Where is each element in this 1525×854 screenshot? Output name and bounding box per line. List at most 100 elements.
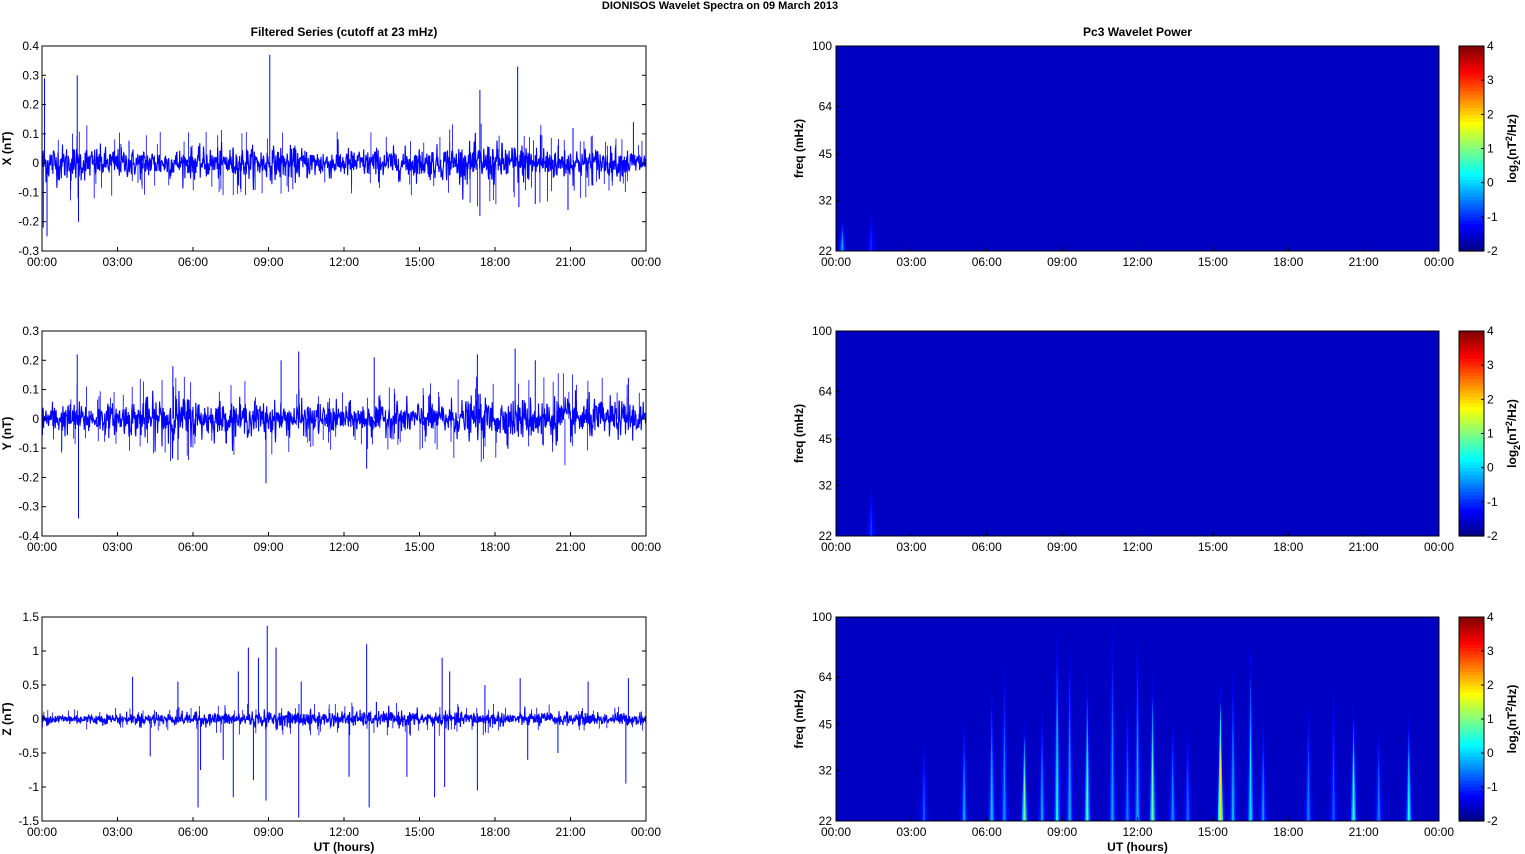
power-burst bbox=[1377, 759, 1380, 821]
timeseries-panel-2: -0.4 -0.3 -0.2 -0.1 0 0.1 0.2 0.3 00:00 03:00 06:0… bbox=[0, 324, 661, 554]
colorbar-tick-label: 2 bbox=[1487, 678, 1494, 692]
y-tick-label: 0.2 bbox=[22, 98, 39, 112]
colorbar-segment bbox=[1459, 186, 1484, 191]
power-burst bbox=[1111, 694, 1114, 821]
colorbar-segment bbox=[1459, 529, 1484, 534]
x-tick-label: 21:00 bbox=[555, 825, 585, 839]
y-tick-label: 45 bbox=[819, 432, 833, 446]
colorbar-tick-label: 1 bbox=[1487, 712, 1494, 726]
power-burst bbox=[1231, 721, 1235, 821]
power-burst bbox=[1219, 727, 1222, 821]
colorbar-tick-label: 3 bbox=[1487, 73, 1494, 87]
colorbar-segment bbox=[1459, 688, 1484, 693]
colorbar-segment bbox=[1459, 759, 1484, 764]
colorbar-segment bbox=[1459, 354, 1484, 359]
colorbar-segment bbox=[1459, 742, 1484, 747]
colorbar-segment bbox=[1459, 121, 1484, 126]
y-tick-label: 0 bbox=[32, 412, 39, 426]
colorbar-segment bbox=[1459, 671, 1484, 676]
colorbar-label-part: (nT bbox=[1505, 141, 1519, 160]
timeseries-panel-1: -0.3 -0.2 -0.1 0 0.1 0.2 0.3 0.4 00:00 03:00 06:00… bbox=[0, 25, 661, 269]
x-tick-label: 00:00 bbox=[27, 540, 57, 554]
colorbar-segment bbox=[1459, 107, 1484, 112]
colorbar-tick-label: -1 bbox=[1487, 210, 1498, 224]
power-burst bbox=[1171, 753, 1174, 821]
colorbar-segment bbox=[1459, 450, 1484, 455]
colorbar-segment bbox=[1459, 719, 1484, 723]
colorbar-segment bbox=[1459, 746, 1484, 751]
y-tick-label: -0.3 bbox=[18, 244, 39, 258]
power-burst bbox=[990, 731, 993, 821]
colorbar-segment bbox=[1459, 623, 1484, 628]
y-tick-label: 45 bbox=[819, 718, 833, 732]
colorbar-segment bbox=[1459, 66, 1484, 71]
colorbar-segment bbox=[1459, 647, 1484, 652]
colorbar-tick-label: -2 bbox=[1487, 244, 1498, 258]
colorbar-segment bbox=[1459, 817, 1484, 822]
colorbar-segment bbox=[1459, 151, 1484, 156]
x-tick-label: 15:00 bbox=[404, 255, 434, 269]
colorbar-label-part: log bbox=[1505, 450, 1519, 468]
y-axis-label: freq (mHz) bbox=[792, 119, 806, 178]
y-tick-label: 64 bbox=[819, 670, 833, 684]
colorbar-label: log2(nT2/Hz) bbox=[1504, 114, 1522, 183]
colorbar-segment bbox=[1459, 382, 1484, 387]
colorbar-segment bbox=[1459, 395, 1484, 400]
colorbar-segment bbox=[1459, 419, 1484, 424]
y-tick-label: 0.3 bbox=[22, 68, 39, 82]
colorbar-segment bbox=[1459, 114, 1484, 119]
colorbar-segment bbox=[1459, 773, 1484, 778]
x-tick-label: 00:00 bbox=[821, 540, 851, 554]
power-burst bbox=[922, 769, 926, 821]
x-tick-label: 00:00 bbox=[821, 255, 851, 269]
colorbar-segment bbox=[1459, 158, 1484, 163]
y-tick-label: 0.1 bbox=[22, 383, 39, 397]
x-tick-label: 06:00 bbox=[972, 825, 1002, 839]
colorbar-segment bbox=[1459, 134, 1484, 139]
colorbar-segment bbox=[1459, 196, 1484, 201]
x-tick-label: 00:00 bbox=[1424, 825, 1454, 839]
colorbar-segment bbox=[1459, 402, 1484, 407]
colorbar-segment bbox=[1459, 63, 1484, 68]
colorbar-segment bbox=[1459, 814, 1484, 819]
colorbar-segment bbox=[1459, 484, 1484, 489]
x-tick-label: 00:00 bbox=[821, 825, 851, 839]
colorbar-segment bbox=[1459, 651, 1484, 655]
x-tick-label: 18:00 bbox=[1273, 255, 1303, 269]
x-tick-label: 21:00 bbox=[555, 255, 585, 269]
colorbar-segment bbox=[1459, 766, 1484, 771]
colorbar-tick-label: 4 bbox=[1487, 39, 1494, 53]
power-burst bbox=[1307, 746, 1310, 821]
colorbar-segment bbox=[1459, 49, 1484, 54]
colorbar-segment bbox=[1459, 454, 1484, 459]
colorbar-tick-label: -1 bbox=[1487, 495, 1498, 509]
colorbar-label-part: 2 bbox=[1512, 730, 1522, 735]
power-burst bbox=[870, 503, 873, 536]
colorbar-segment bbox=[1459, 73, 1484, 78]
x-tick-label: 06:00 bbox=[178, 825, 208, 839]
colorbar-label-part: 2 bbox=[1512, 445, 1522, 450]
power-burst bbox=[1056, 694, 1059, 821]
colorbar-segment bbox=[1459, 351, 1484, 356]
colorbar-segment bbox=[1459, 763, 1484, 768]
heatmap-background bbox=[836, 331, 1439, 536]
colorbar-segment bbox=[1459, 110, 1484, 115]
y-tick-label: 0.1 bbox=[22, 127, 39, 141]
y-tick-label: 32 bbox=[819, 764, 833, 778]
colorbar-segment bbox=[1459, 237, 1484, 242]
colorbar-label-part: /Hz) bbox=[1505, 685, 1519, 707]
colorbar-segment bbox=[1459, 331, 1484, 336]
colorbar-label-part: 2 bbox=[1504, 707, 1514, 712]
colorbar-segment bbox=[1459, 220, 1484, 225]
x-tick-label: 12:00 bbox=[1122, 255, 1152, 269]
x-tick-label: 15:00 bbox=[1198, 255, 1228, 269]
colorbar-segment bbox=[1459, 800, 1484, 805]
colorbar-segment bbox=[1459, 810, 1484, 815]
colorbar-segment bbox=[1459, 712, 1484, 717]
x-tick-label: 09:00 bbox=[1047, 540, 1077, 554]
colorbar-segment bbox=[1459, 365, 1484, 370]
power-burst bbox=[1262, 753, 1265, 821]
x-tick-label: 09:00 bbox=[253, 255, 283, 269]
y-tick-label: -0.4 bbox=[18, 529, 39, 543]
